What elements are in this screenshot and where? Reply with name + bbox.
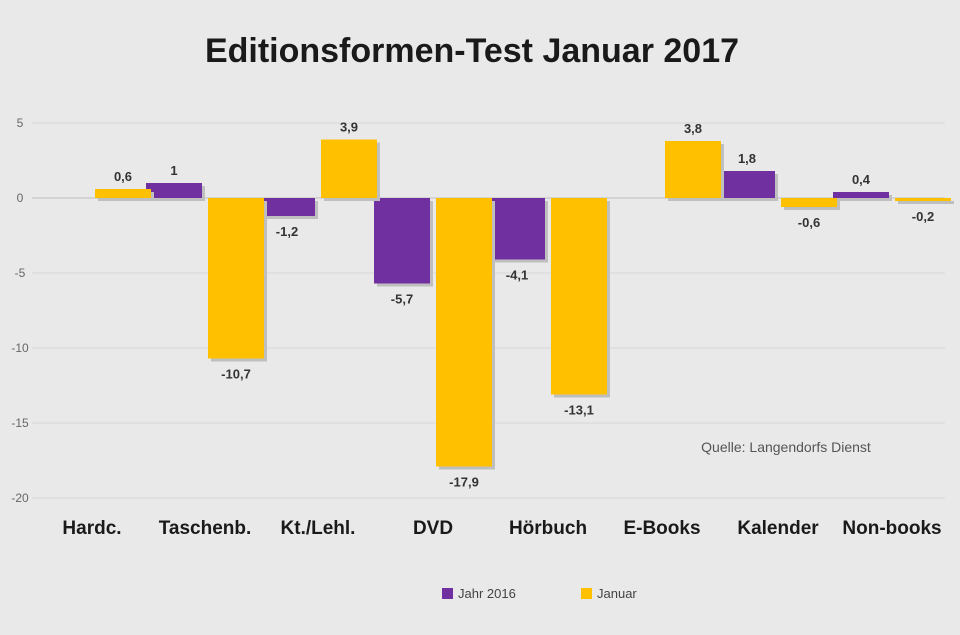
- category-label: E-Books: [623, 518, 700, 539]
- bar: [146, 183, 202, 198]
- category-label: Kt./Lehl.: [281, 518, 356, 539]
- bar: [781, 198, 837, 207]
- category-label: Kalender: [737, 518, 819, 539]
- category-label: Taschenb.: [159, 518, 252, 539]
- category-label: Hörbuch: [509, 518, 587, 539]
- data-label: -13,1: [564, 403, 594, 418]
- bar: [895, 198, 951, 201]
- data-label: -10,7: [221, 367, 251, 382]
- source-note: Quelle: Langendorfs Dienst: [701, 439, 871, 455]
- data-label: 1: [170, 163, 177, 178]
- bar: [374, 198, 430, 284]
- bar: [489, 198, 545, 260]
- bar: [208, 198, 264, 359]
- legend-swatch: [442, 588, 453, 599]
- data-label: 1,8: [738, 151, 756, 166]
- y-tick-label: -10: [11, 341, 29, 355]
- y-tick-label: -15: [11, 416, 29, 430]
- legend-label: Jahr 2016: [458, 586, 516, 601]
- y-axis-ticks: 5 0 -5 -10 -15 -20: [11, 116, 29, 505]
- data-label: 0,4: [852, 172, 871, 187]
- bar: [95, 189, 151, 198]
- category-label: Hardc.: [62, 518, 121, 539]
- y-tick-label: -5: [15, 266, 26, 280]
- y-tick-label: -20: [11, 491, 29, 505]
- data-label: 0,6: [114, 169, 132, 184]
- bar-shadow: [898, 201, 954, 204]
- category-label: Non-books: [842, 518, 941, 539]
- bar: [665, 141, 721, 198]
- data-label: -5,7: [391, 292, 413, 307]
- y-tick-label: 0: [17, 191, 24, 205]
- category-label: DVD: [413, 518, 453, 539]
- chart-title: Editionsformen-Test Januar 2017: [205, 32, 739, 70]
- x-axis-categories: Hardc. Taschenb. Kt./Lehl. DVD Hörbuch E-Book…: [62, 518, 941, 539]
- data-label: -17,9: [449, 475, 479, 490]
- data-label: -4,1: [506, 268, 528, 283]
- data-label: -0,2: [912, 209, 934, 224]
- data-label: 3,9: [340, 120, 358, 135]
- data-label: 3,8: [684, 121, 702, 136]
- data-labels: 1 -1,2 -5,7 -4,1 1,8 0,4 0,6 -10,7 3,9 -17,9 -13,1…: [114, 120, 934, 490]
- bar: [436, 198, 492, 467]
- legend-label: Januar: [597, 586, 637, 601]
- legend-swatch: [581, 588, 592, 599]
- legend: Jahr 2016 Januar: [442, 586, 637, 601]
- y-tick-label: 5: [17, 116, 24, 130]
- bar: [719, 171, 775, 198]
- data-label: -1,2: [276, 224, 298, 239]
- bar: [321, 139, 377, 198]
- bars: [95, 139, 954, 470]
- bar: [551, 198, 607, 395]
- data-label: -0,6: [798, 215, 820, 230]
- bar: [833, 192, 889, 198]
- bar: [259, 198, 315, 216]
